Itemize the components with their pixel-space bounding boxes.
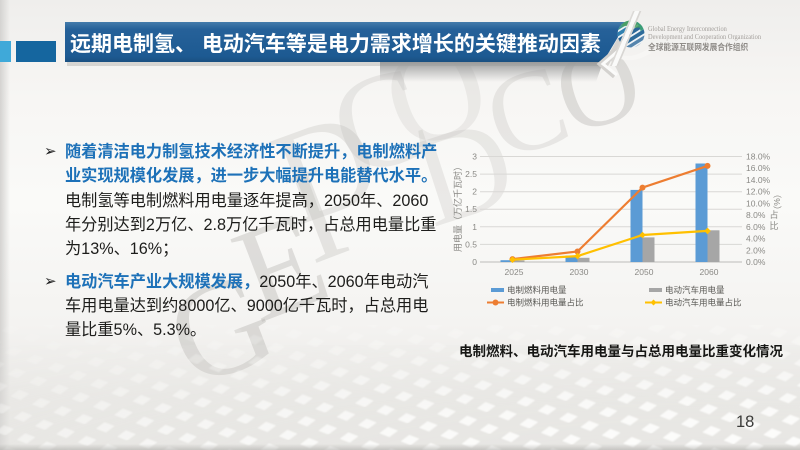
svg-text:1.5: 1.5	[465, 204, 477, 214]
svg-text:1: 1	[472, 222, 477, 232]
svg-text:电动汽车用电量: 电动汽车用电量	[665, 285, 725, 295]
svg-text:12.0%: 12.0%	[746, 187, 771, 197]
svg-text:2.5: 2.5	[465, 169, 477, 179]
svg-text:比: 比	[769, 220, 778, 231]
svg-text:用电量（万亿千瓦时）: 用电量（万亿千瓦时）	[452, 162, 463, 252]
svg-text:电制燃料用电量: 电制燃料用电量	[507, 285, 567, 295]
svg-text:10.0%: 10.0%	[746, 198, 771, 208]
svg-text:电动汽车用电量占比: 电动汽车用电量占比	[665, 298, 742, 308]
svg-text:16.0%: 16.0%	[746, 163, 771, 173]
svg-text:0.0%: 0.0%	[746, 257, 766, 267]
svg-text:14.0%: 14.0%	[746, 175, 771, 185]
svg-text:2: 2	[472, 187, 477, 197]
svg-text:2025: 2025	[505, 267, 524, 277]
svg-text:3: 3	[472, 152, 477, 162]
svg-text:0.5: 0.5	[465, 239, 477, 249]
svg-text:占: 占	[769, 209, 778, 220]
svg-text:2030: 2030	[570, 267, 589, 277]
svg-text:电制燃料用电量占比: 电制燃料用电量占比	[507, 298, 584, 308]
svg-text:2050: 2050	[635, 267, 654, 277]
svg-text:8.0%: 8.0%	[746, 210, 766, 220]
svg-text:18.0%: 18.0%	[746, 152, 771, 162]
svg-text:（%）: （%）	[772, 190, 782, 215]
svg-text:0: 0	[472, 257, 477, 267]
svg-text:4.0%: 4.0%	[746, 234, 766, 244]
svg-text:2060: 2060	[700, 267, 719, 277]
svg-text:6.0%: 6.0%	[746, 222, 766, 232]
svg-text:2.0%: 2.0%	[746, 245, 766, 255]
